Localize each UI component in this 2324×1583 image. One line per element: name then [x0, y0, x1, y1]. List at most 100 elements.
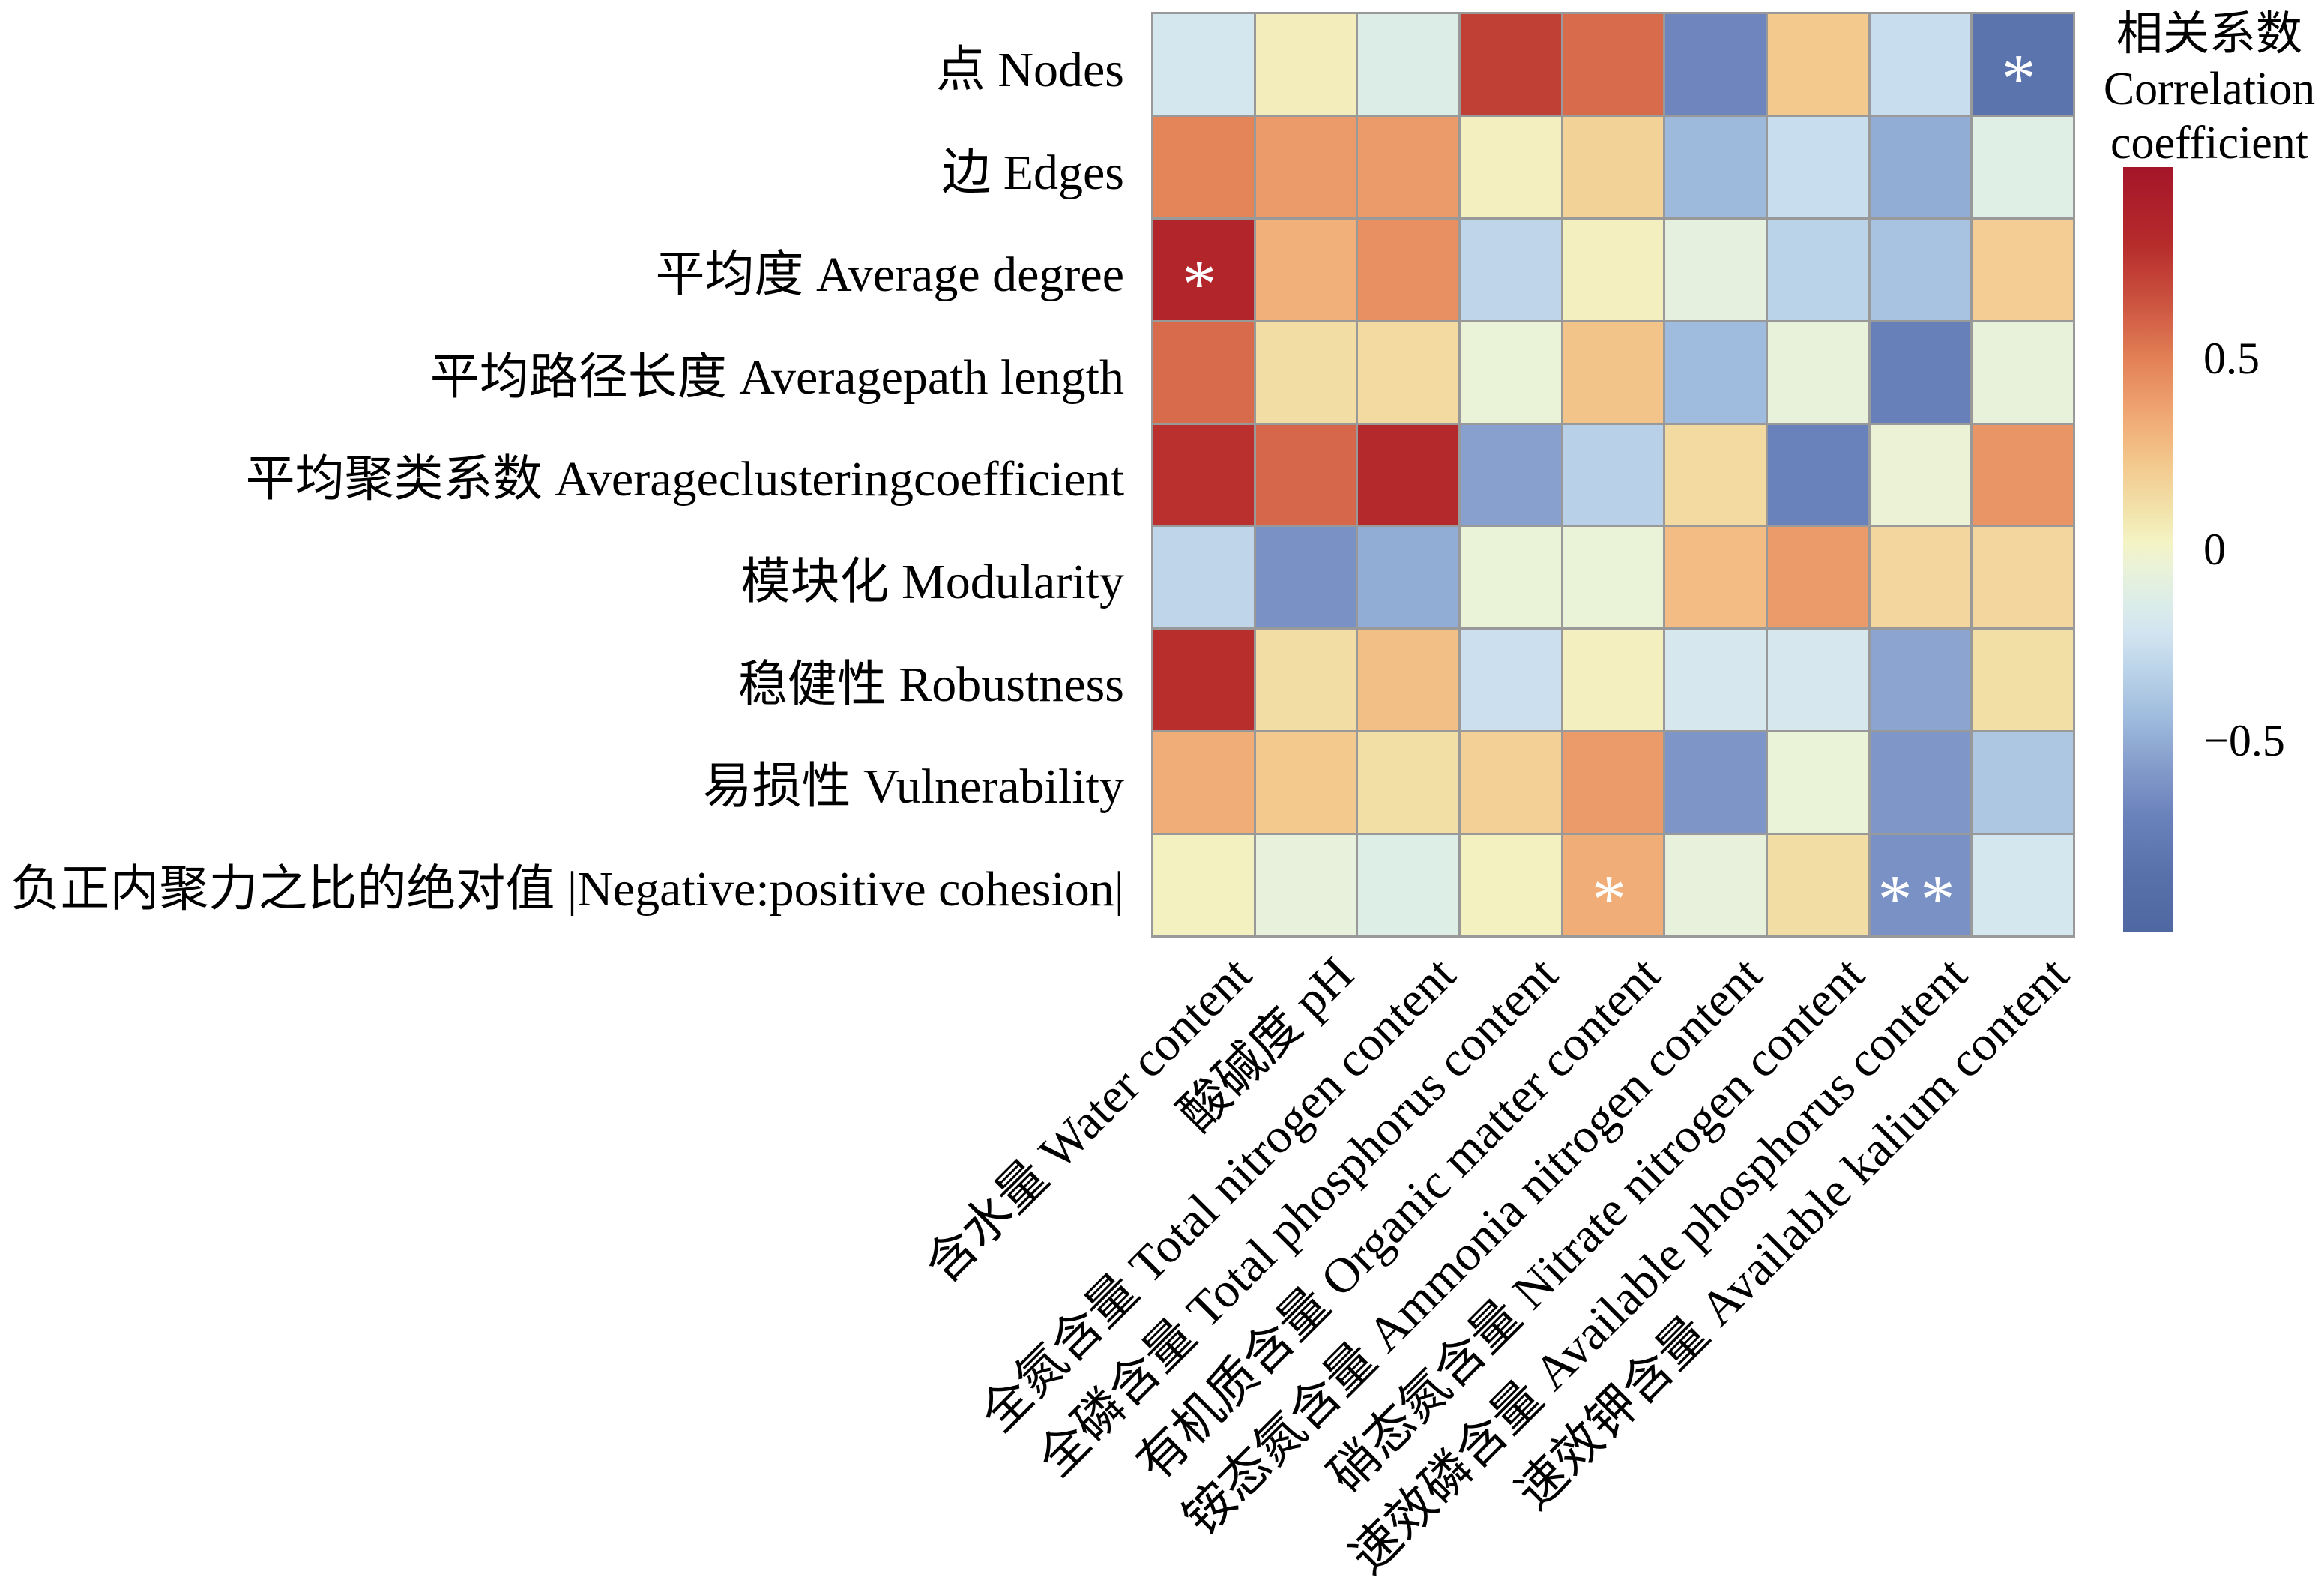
heatmap-cell — [1358, 527, 1458, 628]
heatmap-cell — [1973, 835, 2073, 935]
heatmap-cell — [1461, 116, 1561, 217]
heatmap-cell — [1563, 732, 1664, 833]
heatmap-cell — [1461, 732, 1561, 833]
heatmap-cell — [1153, 835, 1254, 935]
colorbar-title: 相关系数 Correlation coefficient — [2091, 7, 2324, 171]
heatmap-cell — [1870, 116, 1971, 217]
heatmap-cell: * — [1153, 219, 1254, 322]
row-label: 边 Edges — [941, 145, 1124, 200]
heatmap-cell — [1563, 116, 1664, 217]
row-label: 负正内聚力之比的绝对值 |Negative:positive cohesion| — [10, 861, 1124, 917]
heatmap-cell: * — [1973, 14, 2073, 115]
heatmap-cell — [1665, 527, 1766, 628]
heatmap-cell — [1665, 14, 1766, 115]
heatmap-cell — [1255, 630, 1356, 731]
significance-marker: * — [1182, 245, 1225, 322]
heatmap-cell — [1665, 630, 1766, 731]
heatmap-cell — [1870, 424, 1971, 525]
heatmap-cell — [1255, 322, 1356, 423]
colorbar-title-line-zh: 相关系数 — [2116, 9, 2302, 60]
heatmap-cell — [1255, 835, 1356, 935]
colorbar-title-line-en1: Correlation — [2103, 63, 2316, 115]
heatmap-cell — [1768, 424, 1868, 525]
heatmap-cell — [1870, 219, 1971, 320]
row-label: 平均路径长度 Averagepath length — [429, 349, 1124, 405]
heatmap-cell — [1153, 527, 1254, 628]
heatmap-cell — [1358, 14, 1458, 115]
row-label: 点 Nodes — [935, 43, 1124, 98]
heatmap-cell — [1973, 630, 2073, 731]
heatmap-cell — [1255, 732, 1356, 833]
heatmap-cell — [1768, 219, 1868, 320]
heatmap-cell — [1870, 527, 1971, 628]
heatmap-cell — [1255, 219, 1356, 320]
heatmap-cell — [1665, 424, 1766, 525]
heatmap-cell — [1973, 322, 2073, 423]
heatmap-cell — [1563, 630, 1664, 731]
row-label: 易损性 Vulnerability — [702, 759, 1124, 815]
heatmap-cell — [1665, 732, 1766, 833]
heatmap-cell — [1768, 527, 1868, 628]
heatmap-cell — [1153, 14, 1254, 115]
heatmap-cell — [1461, 835, 1561, 935]
heatmap-cell — [1358, 630, 1458, 731]
heatmap-cell — [1768, 14, 1868, 115]
heatmap-cell — [1973, 116, 2073, 217]
heatmap-cell — [1665, 219, 1766, 320]
heatmap-cell — [1973, 424, 2073, 525]
colorbar-title-line-en2: coefficient — [2110, 118, 2308, 169]
row-label: 模块化 Modularity — [740, 555, 1124, 610]
heatmap-cell: ** — [1870, 835, 1971, 938]
heatmap-cell — [1358, 322, 1458, 423]
heatmap-cell — [1255, 14, 1356, 115]
heatmap-cell — [1870, 732, 1971, 833]
heatmap-cell — [1768, 116, 1868, 217]
heatmap-cell — [1153, 424, 1254, 525]
heatmap-cell — [1768, 322, 1868, 423]
heatmap-cell — [1768, 732, 1868, 833]
colorbar-tick-label: −0.5 — [2203, 716, 2285, 765]
heatmap-cell — [1563, 424, 1664, 525]
heatmap-cell: * — [1563, 835, 1664, 935]
colorbar-tick-label: 0.5 — [2203, 334, 2260, 383]
colorbar-gradient — [2123, 167, 2173, 932]
heatmap-grid: * * * ** — [1151, 12, 2075, 938]
heatmap-cell — [1255, 116, 1356, 217]
heatmap-cell — [1461, 322, 1561, 423]
heatmap-cell — [1665, 322, 1766, 423]
heatmap-cell — [1358, 424, 1458, 525]
heatmap-cell — [1870, 322, 1971, 423]
heatmap-cell — [1563, 322, 1664, 423]
heatmap-cell — [1973, 732, 2073, 833]
significance-marker: * — [2001, 40, 2044, 117]
heatmap-cell — [1461, 424, 1561, 525]
heatmap-cell — [1255, 527, 1356, 628]
heatmap-cell — [1461, 219, 1561, 320]
heatmap-cell — [1153, 630, 1254, 731]
heatmap-cell — [1870, 14, 1971, 115]
heatmap-cell — [1665, 835, 1766, 935]
heatmap-cell — [1153, 322, 1254, 423]
heatmap-cell — [1870, 630, 1971, 731]
heatmap-cell — [1153, 732, 1254, 833]
heatmap-cell — [1255, 424, 1356, 525]
colorbar-tick-label: 0 — [2203, 525, 2226, 574]
heatmap-cell — [1461, 527, 1561, 628]
heatmap-cell — [1358, 732, 1458, 833]
significance-marker: * — [1591, 860, 1635, 938]
heatmap-cell — [1461, 630, 1561, 731]
row-label: 平均度 Average degree — [655, 247, 1125, 303]
row-label: 平均聚类系数 Averageclusteringcoefficient — [245, 452, 1124, 507]
heatmap-cell — [1768, 630, 1868, 731]
row-label: 稳健性 Robustness — [737, 657, 1124, 712]
significance-marker: ** — [1877, 860, 1964, 938]
heatmap-cell — [1358, 219, 1458, 320]
heatmap-cell — [1358, 116, 1458, 217]
heatmap-cell — [1358, 835, 1458, 935]
heatmap-cell — [1153, 116, 1254, 217]
heatmap-cell — [1563, 14, 1664, 115]
heatmap-cell — [1461, 14, 1561, 115]
heatmap-cell — [1563, 527, 1664, 628]
heatmap-cell — [1973, 219, 2073, 320]
